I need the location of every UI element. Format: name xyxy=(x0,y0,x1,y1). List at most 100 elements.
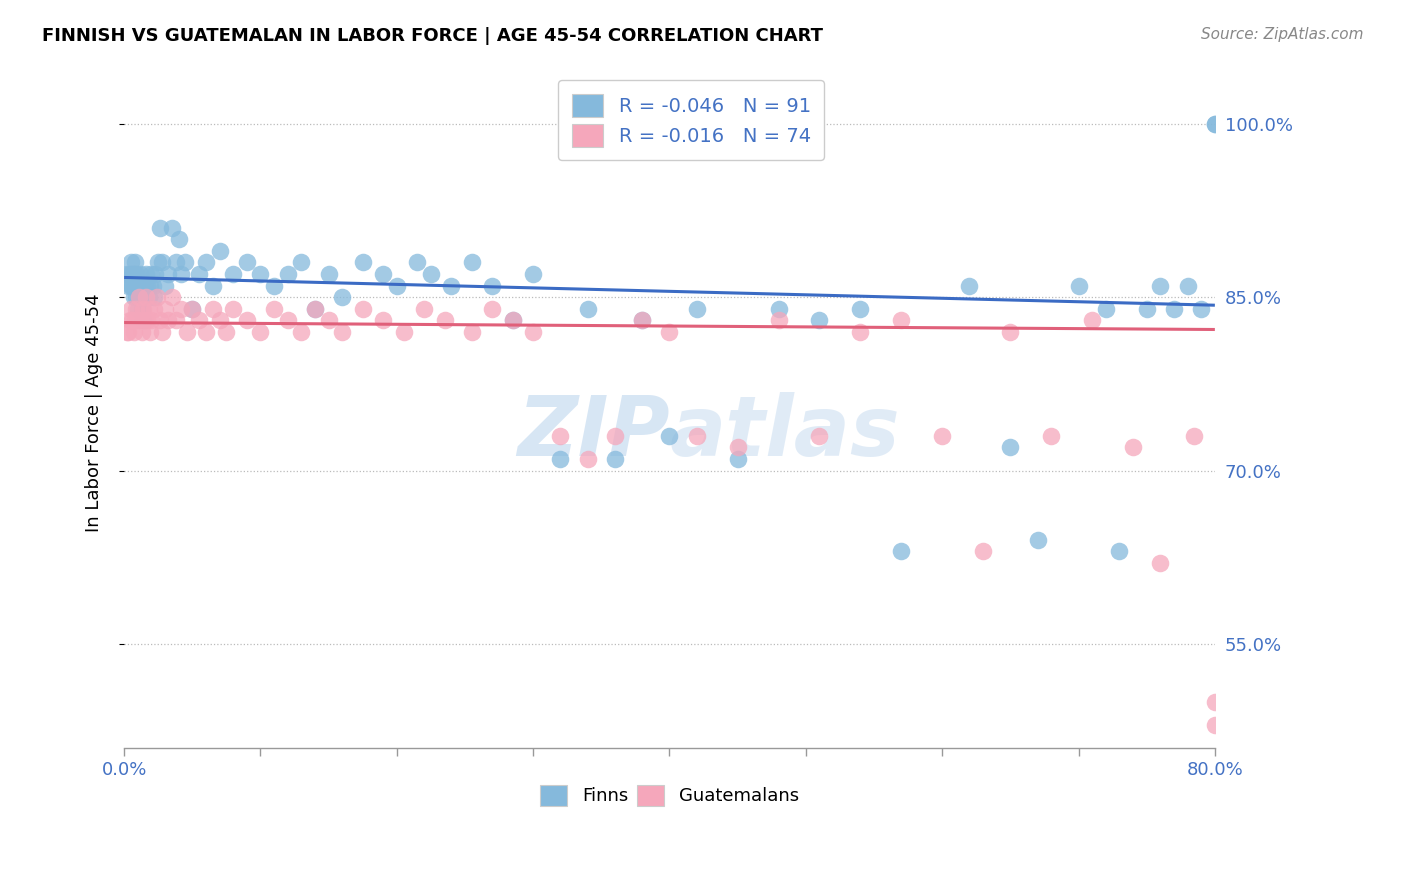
Point xyxy=(304,301,326,316)
Point xyxy=(849,325,872,339)
Point xyxy=(129,313,152,327)
Point xyxy=(222,301,245,316)
Point xyxy=(277,313,299,327)
Point xyxy=(165,313,187,327)
Point xyxy=(433,313,456,327)
Point xyxy=(481,278,503,293)
Point xyxy=(522,267,544,281)
Point xyxy=(153,301,176,316)
Point xyxy=(122,290,145,304)
Point xyxy=(120,255,142,269)
Point xyxy=(808,313,831,327)
Point xyxy=(277,267,299,281)
Point xyxy=(727,441,749,455)
Point xyxy=(128,290,150,304)
Point xyxy=(132,313,155,327)
Point xyxy=(145,267,167,281)
Point xyxy=(121,278,143,293)
Point xyxy=(631,313,654,327)
Point xyxy=(188,267,211,281)
Point xyxy=(149,220,172,235)
Point xyxy=(263,301,285,316)
Text: FINNISH VS GUATEMALAN IN LABOR FORCE | AGE 45-54 CORRELATION CHART: FINNISH VS GUATEMALAN IN LABOR FORCE | A… xyxy=(42,27,823,45)
Point xyxy=(131,301,153,316)
Point xyxy=(135,290,157,304)
Point xyxy=(1204,718,1226,732)
Point xyxy=(808,429,831,443)
Point xyxy=(1040,429,1063,443)
Point xyxy=(150,325,173,339)
Point xyxy=(318,313,340,327)
Point xyxy=(194,325,217,339)
Point xyxy=(136,278,159,293)
Point xyxy=(132,290,155,304)
Point xyxy=(849,301,872,316)
Point xyxy=(125,267,148,281)
Point xyxy=(502,313,524,327)
Point xyxy=(165,255,187,269)
Text: Source: ZipAtlas.com: Source: ZipAtlas.com xyxy=(1201,27,1364,42)
Point xyxy=(1184,429,1206,443)
Point xyxy=(658,325,681,339)
Point xyxy=(1026,533,1049,547)
Point xyxy=(131,325,153,339)
Point xyxy=(1067,278,1090,293)
Point xyxy=(686,301,709,316)
Point xyxy=(1149,278,1171,293)
Point xyxy=(188,313,211,327)
Point xyxy=(1122,441,1144,455)
Point xyxy=(208,244,231,258)
Point xyxy=(461,325,484,339)
Point xyxy=(122,325,145,339)
Point xyxy=(385,278,408,293)
Point xyxy=(330,290,353,304)
Point xyxy=(201,301,224,316)
Point xyxy=(352,255,374,269)
Point xyxy=(139,325,162,339)
Point xyxy=(120,301,142,316)
Point xyxy=(440,278,463,293)
Point xyxy=(1204,117,1226,131)
Point xyxy=(124,313,146,327)
Point xyxy=(128,278,150,293)
Point xyxy=(121,267,143,281)
Point xyxy=(603,452,626,467)
Point xyxy=(124,278,146,293)
Point xyxy=(146,290,169,304)
Point xyxy=(138,301,160,316)
Point xyxy=(576,301,599,316)
Point xyxy=(481,301,503,316)
Point xyxy=(576,452,599,467)
Point xyxy=(522,325,544,339)
Point xyxy=(406,255,429,269)
Point xyxy=(118,267,141,281)
Point xyxy=(318,267,340,281)
Point xyxy=(972,544,994,558)
Point xyxy=(181,301,204,316)
Point xyxy=(658,429,681,443)
Point xyxy=(1108,544,1130,558)
Point xyxy=(129,290,152,304)
Point xyxy=(1000,325,1022,339)
Point xyxy=(263,278,285,293)
Point xyxy=(1177,278,1199,293)
Point xyxy=(132,301,155,316)
Point xyxy=(290,325,312,339)
Point xyxy=(127,301,149,316)
Point xyxy=(124,255,146,269)
Legend: Finns, Guatemalans: Finns, Guatemalans xyxy=(533,778,806,813)
Text: ZIP: ZIP xyxy=(517,392,669,474)
Point xyxy=(373,313,395,327)
Point xyxy=(121,313,143,327)
Point xyxy=(1204,695,1226,709)
Point xyxy=(181,301,204,316)
Point xyxy=(550,452,572,467)
Point xyxy=(148,255,170,269)
Point xyxy=(768,313,790,327)
Point xyxy=(727,452,749,467)
Point xyxy=(118,313,141,327)
Point xyxy=(150,255,173,269)
Point xyxy=(236,313,259,327)
Point xyxy=(890,544,912,558)
Point xyxy=(1149,556,1171,570)
